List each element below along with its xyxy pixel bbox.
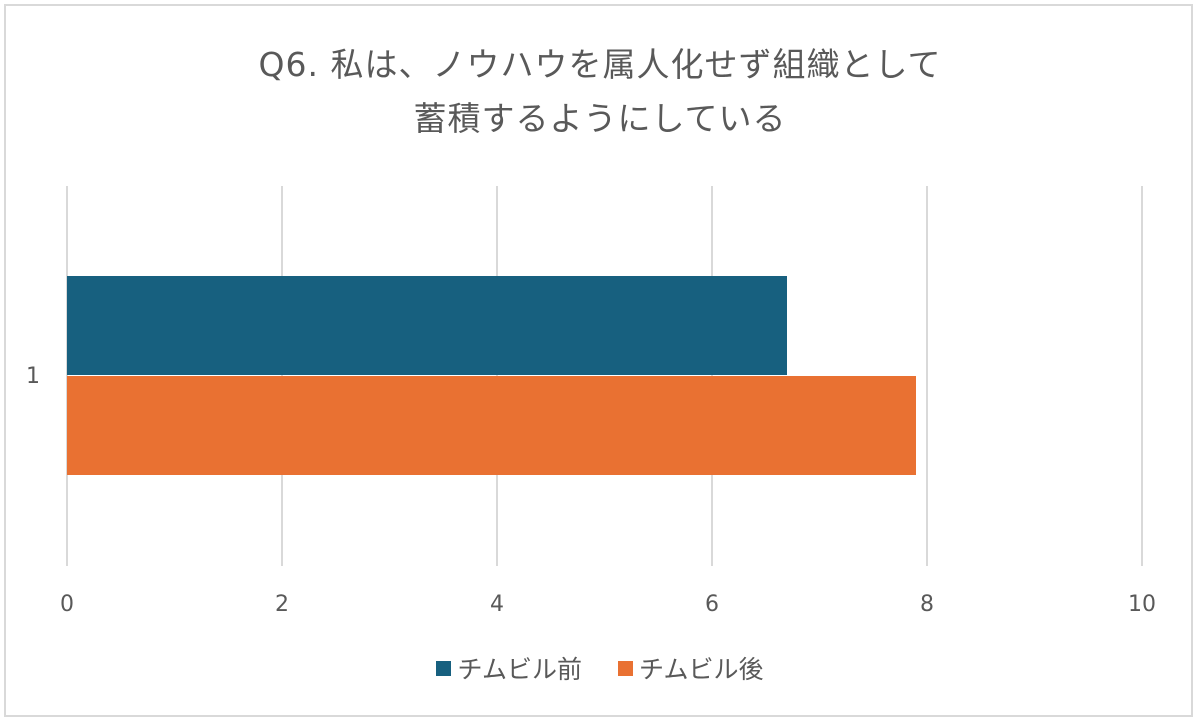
legend-swatch-after bbox=[618, 660, 633, 676]
x-tick-label: 6 bbox=[705, 592, 719, 617]
x-tick-label: 4 bbox=[490, 592, 504, 617]
legend-item-after: チムビル後 bbox=[618, 650, 764, 686]
legend-item-before: チムビル前 bbox=[436, 650, 582, 686]
gridline bbox=[926, 186, 928, 566]
legend: チムビル前 チムビル後 bbox=[0, 650, 1200, 686]
x-tick-label: 8 bbox=[920, 592, 934, 617]
x-tick-label: 0 bbox=[60, 592, 74, 617]
bar-after bbox=[67, 376, 917, 475]
chart-title-line2: 蓄積するようにしている bbox=[413, 99, 787, 138]
legend-label-after: チムビル後 bbox=[639, 655, 764, 684]
x-tick-label: 10 bbox=[1128, 592, 1156, 617]
chart-title-line1: Q6. 私は、ノウハウを属人化せず組織として bbox=[258, 45, 942, 84]
gridline bbox=[1141, 186, 1143, 566]
x-tick-label: 2 bbox=[275, 592, 289, 617]
category-label: 1 bbox=[26, 364, 40, 389]
bar-before bbox=[67, 276, 788, 375]
legend-swatch-before bbox=[436, 660, 452, 676]
legend-label-before: チムビル前 bbox=[457, 655, 582, 684]
